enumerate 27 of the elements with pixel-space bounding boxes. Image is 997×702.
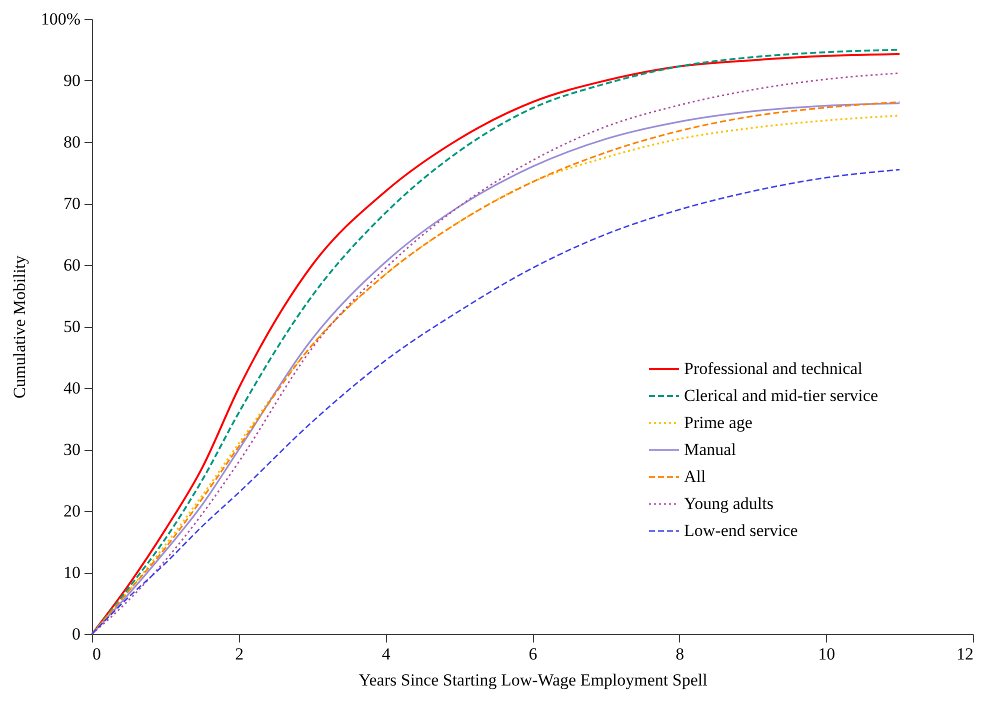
x-tick-label: 12 <box>956 644 974 664</box>
legend-label: Low-end service <box>684 521 798 540</box>
y-axis-title: Cumulative Mobility <box>10 254 29 399</box>
y-tick-label: 70 <box>64 194 80 213</box>
y-tick-label: 0 <box>72 624 80 644</box>
x-tick-label: 4 <box>382 644 391 664</box>
x-tick-label: 0 <box>92 644 101 664</box>
legend-label: Prime age <box>684 413 752 432</box>
y-tick-label: 90 <box>64 71 80 90</box>
y-tick-label: 50 <box>64 317 80 336</box>
x-tick-label: 6 <box>528 644 538 664</box>
legend-label: All <box>684 467 706 486</box>
y-tick-label: 100% <box>40 10 80 28</box>
legend-label: Professional and technical <box>684 359 863 378</box>
legend-label: Clerical and mid-tier service <box>684 386 878 405</box>
y-tick-label: 10 <box>64 563 80 582</box>
y-tick-label: 40 <box>64 378 80 398</box>
y-tick-label: 20 <box>64 502 80 520</box>
y-tick-label: 30 <box>64 440 80 459</box>
x-tick-label: 8 <box>676 644 684 664</box>
legend-label: Manual <box>684 440 736 459</box>
x-tick-label: 2 <box>235 644 244 664</box>
legend-label: Young adults <box>684 494 774 513</box>
y-tick-label: 60 <box>64 256 80 274</box>
x-tick-label: 10 <box>818 644 836 664</box>
x-axis-title: Years Since Starting Low-Wage Employment Spell <box>358 670 708 690</box>
y-tick-label: 80 <box>64 132 80 152</box>
